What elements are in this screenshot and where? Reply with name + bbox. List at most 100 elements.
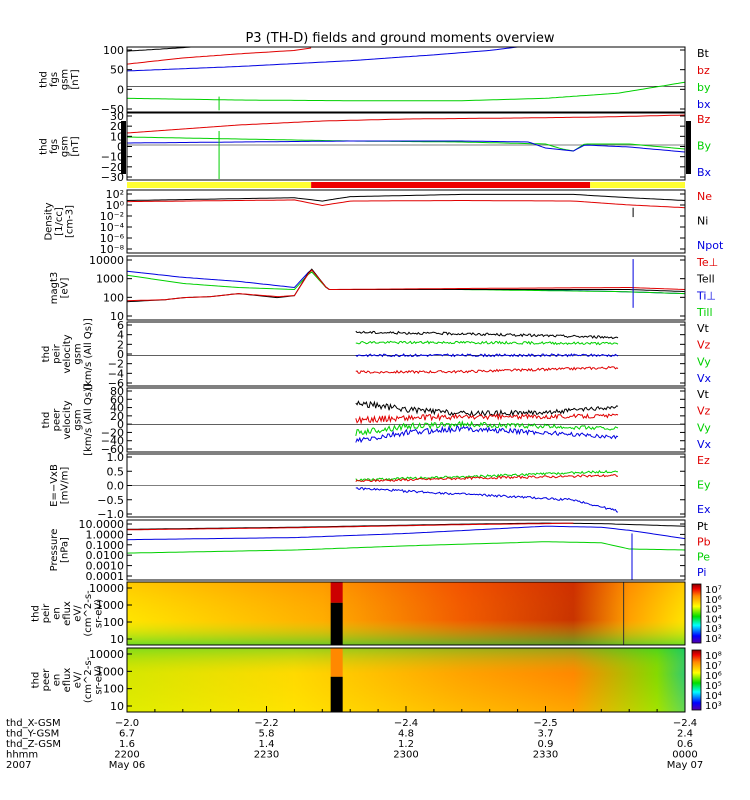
colorbar [691,649,702,711]
colorbar-tick-label: 10⁴ [705,691,722,702]
y-tick-label: 30 [110,110,124,123]
series-group [127,114,685,179]
colorbar-tick-label: 10³ [705,624,722,635]
ylabel-line: [nT] [70,69,81,89]
ylabel-line: [eV] [59,278,70,299]
ylabel-line: [mV/m] [59,467,70,505]
y-tick-label: 10.0000 [79,518,125,531]
legend-By: By [697,140,712,153]
ylabel-line: [1/cc] [54,207,65,236]
legend-Vz: Vz [697,405,711,418]
series-line-Ni [127,193,685,202]
series-line-Vx [355,353,619,358]
y-tick-label: 0.0001 [86,570,125,583]
colorbar-tick-label: 10⁵ [705,605,722,616]
x-row-value: 4.8 [398,729,414,740]
y-tick-label: 80 [110,385,124,398]
ylabel-line: peer [52,408,63,432]
ylabel-line: gsm [59,69,70,90]
series-line-Till [127,271,685,295]
series-group [355,400,619,444]
ylabel-line: gsm [73,343,84,364]
panel-frame [126,46,686,113]
ylabel-line: [km/s (All Qs)] [83,318,94,390]
series-line-Te⊥ [127,269,685,302]
series-line-Ex [355,487,619,513]
y-tick-label: 0 [117,348,124,361]
ylabel-line: eflux [62,668,73,693]
y-tick-label: 10000 [89,648,124,661]
y-tick-label: 2 [117,338,124,351]
series-line-Pb [127,522,574,531]
legend-Npot: Npot [697,239,724,252]
legend-Vt: Vt [697,388,710,401]
x-row-value: May 07 [667,760,704,771]
ylabel-line: eV/ [73,671,84,688]
series-line-Bx [127,140,685,153]
series-line-By [127,136,685,152]
y-tick-label: 50 [110,64,124,77]
ylabel-line: gsm [73,409,84,430]
y-tick-label: 1000 [96,273,124,286]
legend-Tell: Tell [696,273,715,286]
series-line-Pi [127,525,685,541]
legend-Pt: Pt [697,520,709,533]
x-row-value: −2.2 [254,718,278,729]
series-line-Vz [355,412,619,425]
panel-magt3: magt3 [eV] 10000 1000 100 10 Te⊥ Tell Ti⊥ Till [49,254,718,323]
y-tick-label: 0.0 [107,480,125,493]
panel-pressure: Pressure [nPa]10.00001.00000.10000.01000.… [49,518,711,583]
series-line-Bz [127,114,685,134]
series-line-Vy [355,340,619,346]
y-tick-label: 100 [103,683,124,696]
y-tick-label: 1000 [96,665,124,678]
panel-frame [126,255,686,321]
panel-peer-eflux: thd peer en eflux eV/(cm^2-s-sr-eV) 10000 1000… [31,647,722,713]
edge-marker-right [686,121,691,174]
y-tick-label: 1.0 [107,451,125,464]
x-row-value: 0.6 [677,739,693,750]
x-row-value: 2230 [254,750,279,761]
ylabel-line: thd [31,605,42,622]
legend-Te⊥: Te⊥ [696,256,718,269]
series-line-bz [127,47,312,65]
series-group [127,259,685,308]
x-row-label: thd_Z-GSM [6,739,61,750]
legend-Pb: Pb [697,535,711,548]
ylabel-line: [cm-3] [65,205,76,238]
legend-Ex: Ex [697,503,711,516]
colorbar-tick-label: 10² [705,634,722,645]
y-tick-label: −10 [101,151,124,164]
x-row-value: 6.7 [119,729,135,740]
edge-marker-left [121,121,126,174]
y-tick-label: 0.5 [107,465,125,478]
ylabel-line: thd [41,346,52,363]
y-tick-label: 100 [103,291,124,304]
series-line-Vt [355,400,619,417]
chart-title: P3 (TH-D) fields and ground moments over… [245,31,554,46]
legend-bz: bz [697,64,710,77]
legend-by: by [697,81,711,94]
colorbar-tick-label: 10⁸ [705,651,722,662]
panel-peir-velocity: thd peir velocity gsm [km/s (All Qs)] 6420−2−… [41,318,712,390]
y-tick-label: 60 [110,393,124,406]
y-tick-label: 100 [103,44,124,57]
series-line-Vy [355,420,619,437]
legend-Bx: Bx [697,166,712,179]
series-group [127,522,685,580]
x-row-value: 1.6 [119,739,135,750]
legend-Ni: Ni [697,215,708,228]
heatmap-gap-black [330,676,343,712]
series-line-bx [127,47,518,72]
panel-peer-velocity: thd peer velocity gsm [km/s (All Qs)] 8060402… [41,384,712,456]
y-tick-label: 20 [110,120,124,133]
legend-Vz: Vz [697,339,711,352]
heatmap-gap-black [330,602,343,645]
series-group [127,193,685,218]
y-tick-label: −50 [101,103,124,116]
colorbar-tick-label: 10⁴ [705,614,722,625]
y-tick-label: −1.0 [97,508,124,521]
legend-Bz: Bz [697,113,711,126]
y-tick-label: 10⁰ [106,199,125,212]
